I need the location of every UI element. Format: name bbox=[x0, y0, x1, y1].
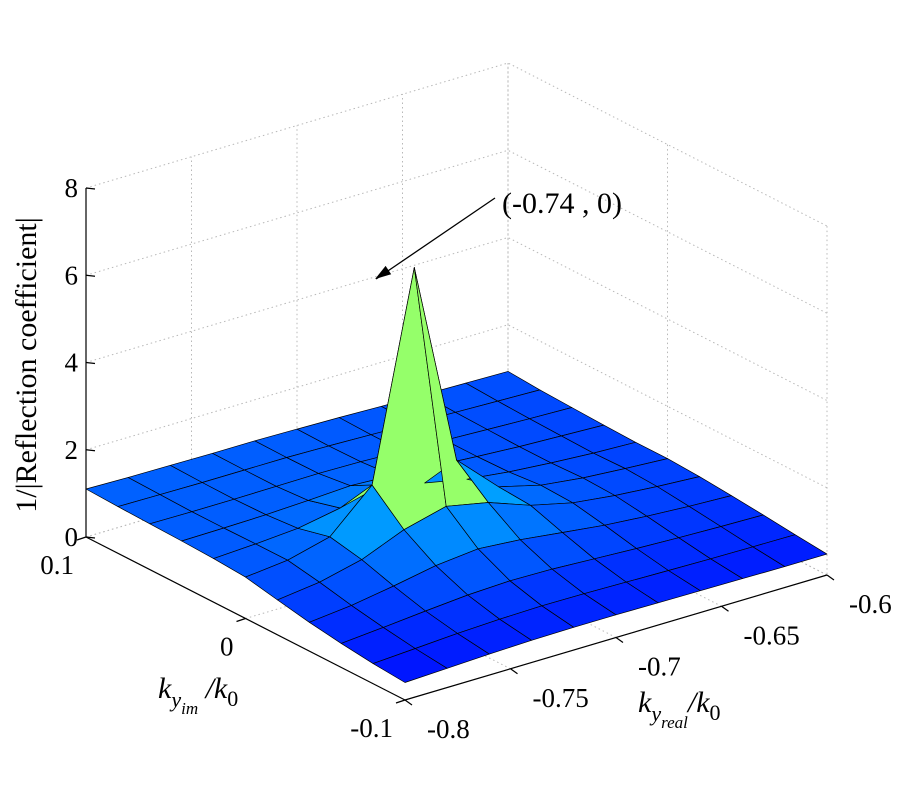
x-axis-label-denom-sub: 0 bbox=[710, 700, 721, 725]
x-axis-label-denom: /k bbox=[686, 686, 710, 719]
y-axis-label-base: k bbox=[158, 672, 172, 705]
x-axis-label-base: k bbox=[638, 686, 652, 719]
annotation-arrow bbox=[375, 197, 496, 280]
axes bbox=[76, 187, 835, 706]
z-gridline bbox=[85, 149, 828, 314]
x-gridline bbox=[507, 63, 828, 576]
y-tick-label: 0 bbox=[220, 632, 234, 662]
x-tick bbox=[404, 699, 413, 706]
y-tick-label: 0.1 bbox=[40, 550, 74, 580]
surface-mesh bbox=[85, 267, 828, 683]
y-axis-label-subsub: im bbox=[181, 699, 198, 718]
z-tick-label: 0 bbox=[65, 522, 79, 552]
y-axis-label-denom: /k bbox=[198, 672, 228, 705]
peak-annotation: (-0.74 , 0) bbox=[375, 187, 622, 280]
z-gridline bbox=[85, 236, 828, 401]
z-tick bbox=[85, 536, 96, 539]
z-tick-label: 6 bbox=[65, 260, 79, 290]
z-gridline bbox=[85, 62, 828, 227]
x-axis-label-sub: y bbox=[649, 701, 661, 726]
x-gridline bbox=[191, 156, 511, 670]
x-tick bbox=[510, 668, 518, 675]
x-axis-label-subsub: real bbox=[661, 713, 688, 732]
z-tick bbox=[85, 449, 96, 452]
y-tick bbox=[76, 536, 87, 541]
x-tick-label: -0.8 bbox=[427, 714, 470, 744]
x-axis-label: kyreal/k0 bbox=[638, 686, 721, 732]
z-axis-label: 1/|Reflection coefficient| bbox=[10, 217, 43, 513]
x-tick-label: -0.65 bbox=[744, 620, 800, 650]
z-tick bbox=[85, 274, 96, 277]
y-tick-label: -0.1 bbox=[350, 713, 393, 743]
y-tick bbox=[395, 699, 406, 704]
x-tick bbox=[826, 574, 835, 581]
x-gridline bbox=[296, 125, 617, 638]
x-tick bbox=[721, 605, 729, 612]
x-tick-label: -0.7 bbox=[638, 652, 681, 682]
x-tick bbox=[615, 637, 624, 643]
z-tick-label: 4 bbox=[65, 348, 79, 378]
surface-cell bbox=[752, 534, 828, 567]
y-axis-label: kyim /k0 bbox=[158, 672, 238, 718]
z-tick bbox=[85, 187, 96, 190]
z-tick bbox=[85, 361, 96, 365]
y-axis-label-sub: y bbox=[169, 687, 181, 712]
x-tick-label: -0.75 bbox=[533, 683, 589, 713]
annotation-text: (-0.74 , 0) bbox=[502, 187, 622, 220]
x-tick-label: -0.6 bbox=[849, 589, 892, 619]
x-gridline bbox=[402, 94, 722, 607]
y-tick bbox=[236, 617, 246, 623]
z-tick-label: 8 bbox=[65, 173, 79, 203]
z-tick-label: 2 bbox=[65, 435, 79, 465]
annotation-arrowhead bbox=[375, 265, 392, 279]
y-axis-label-denom-sub: 0 bbox=[227, 686, 238, 711]
